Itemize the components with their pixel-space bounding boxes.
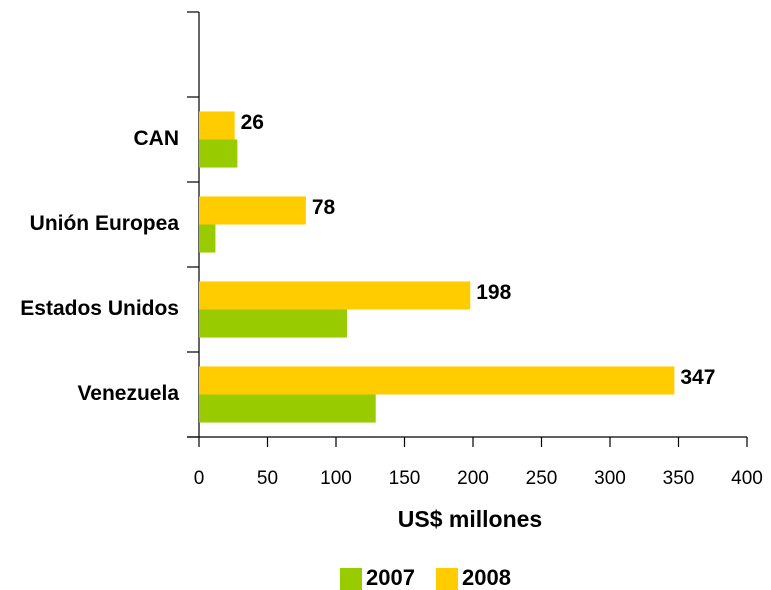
bar bbox=[199, 394, 376, 423]
bar bbox=[199, 139, 238, 168]
value-label: 347 bbox=[680, 366, 715, 389]
x-tick-label: 350 bbox=[663, 468, 695, 489]
x-tick-label: 300 bbox=[594, 468, 626, 489]
x-tick-label: 200 bbox=[457, 468, 489, 489]
bar bbox=[199, 111, 235, 140]
x-tick-label: 250 bbox=[526, 468, 558, 489]
bar bbox=[199, 196, 306, 225]
x-axis-label: US$ millones bbox=[398, 506, 542, 532]
x-tick-label: 0 bbox=[194, 468, 205, 489]
x-tick-label: 400 bbox=[731, 468, 763, 489]
x-tick-label: 150 bbox=[389, 468, 421, 489]
bar bbox=[199, 309, 347, 338]
legend-swatch bbox=[436, 568, 458, 590]
bar bbox=[199, 281, 471, 310]
y-tick-label: Unión Europea bbox=[30, 212, 180, 235]
x-tick-label: 50 bbox=[257, 468, 278, 489]
bar bbox=[199, 224, 216, 253]
legend-swatch bbox=[340, 568, 362, 590]
value-label: 78 bbox=[312, 196, 336, 219]
y-tick-label: CAN bbox=[134, 127, 180, 150]
x-tick-label: 100 bbox=[320, 468, 352, 489]
value-label: 198 bbox=[476, 281, 511, 304]
legend-label: 2007 bbox=[366, 565, 415, 590]
bar bbox=[199, 366, 675, 395]
y-tick-label: Venezuela bbox=[77, 382, 179, 405]
y-tick-label: Estados Unidos bbox=[20, 297, 179, 320]
value-label: 26 bbox=[241, 111, 264, 134]
legend-label: 2008 bbox=[462, 565, 511, 590]
